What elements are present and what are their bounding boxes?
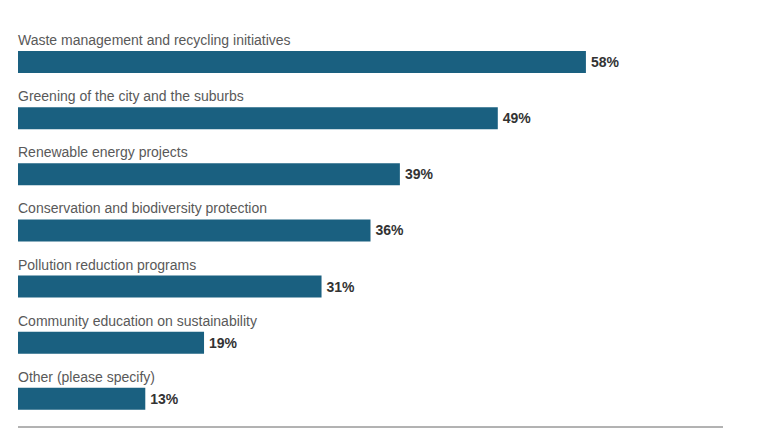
svg-text:Pollution reduction programs: Pollution reduction programs — [18, 257, 196, 273]
svg-text:36%: 36% — [376, 222, 405, 238]
svg-text:Waste management and recycling: Waste management and recycling initiativ… — [18, 32, 291, 48]
svg-text:58%: 58% — [591, 54, 620, 70]
svg-text:13%: 13% — [150, 391, 179, 407]
svg-text:31%: 31% — [327, 279, 356, 295]
svg-text:49%: 49% — [503, 110, 532, 126]
svg-text:Renewable energy projects: Renewable energy projects — [18, 144, 188, 160]
svg-text:39%: 39% — [405, 166, 434, 182]
svg-text:Community education on sustain: Community education on sustainability — [18, 313, 257, 329]
svg-text:Other (please specify): Other (please specify) — [18, 369, 155, 385]
svg-text:19%: 19% — [209, 335, 238, 351]
svg-text:Greening of the city and the s: Greening of the city and the suburbs — [18, 88, 244, 104]
svg-text:Conservation and biodiversity: Conservation and biodiversity protection — [18, 200, 267, 216]
